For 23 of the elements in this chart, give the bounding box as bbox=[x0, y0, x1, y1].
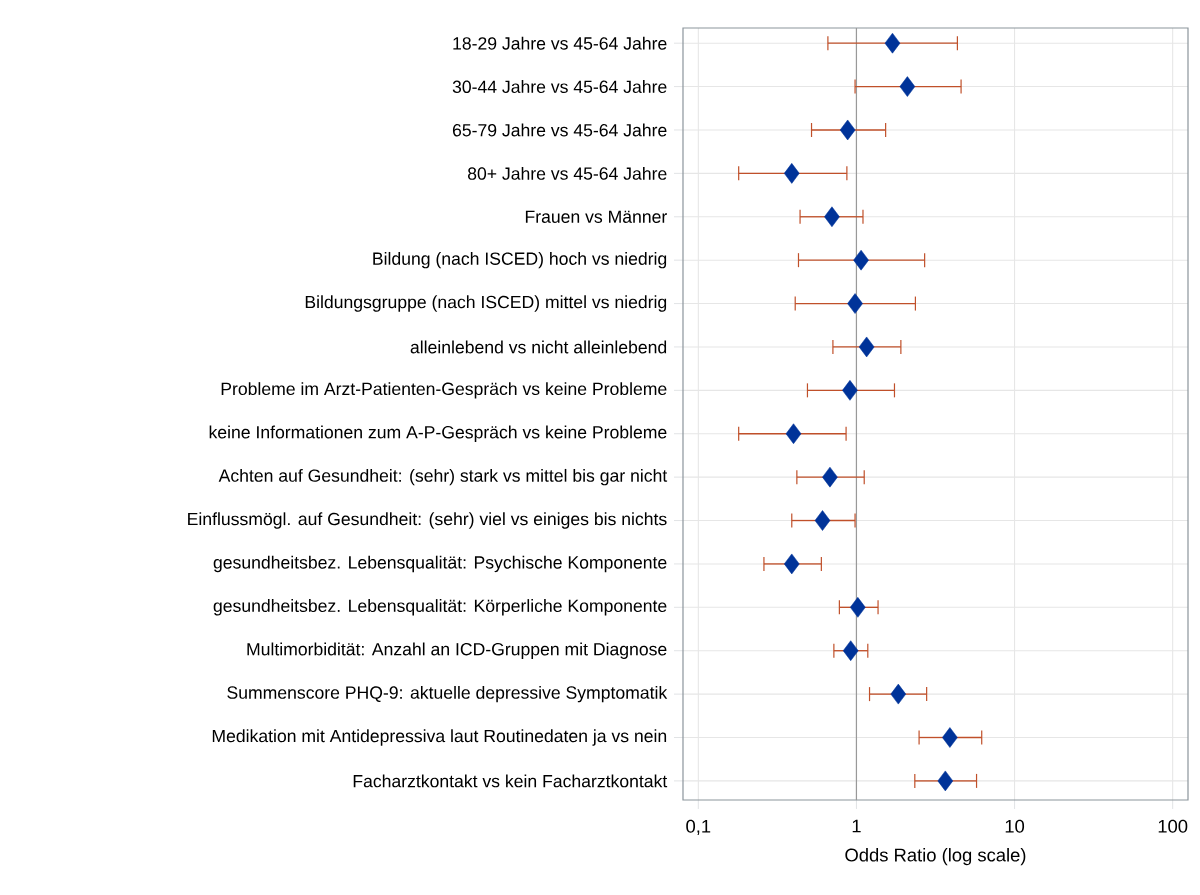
x-tick-label: 10 bbox=[1005, 819, 1025, 833]
y-tick-label: Probleme im Arzt-Patienten-Gespräch vs keine Probleme bbox=[221, 382, 667, 399]
x-tick-label: 1 bbox=[852, 819, 861, 833]
y-tick-label: Frauen vs Männer bbox=[525, 210, 667, 223]
y-tick-label: Bildungsgruppe (nach ISCED) mittel vs niedrig bbox=[305, 295, 667, 312]
y-tick-label: 65-79 Jahre vs 45-64 Jahre bbox=[452, 123, 667, 137]
y-tick-label: 18-29 Jahre vs 45-64 Jahre bbox=[453, 36, 667, 50]
y-tick-label: Multimorbidität: Anzahl an ICD-Gruppen mit Diagnose bbox=[247, 642, 667, 659]
x-tick-label: 100 bbox=[1158, 819, 1188, 833]
x-axis-title: Odds Ratio (log scale) bbox=[845, 848, 1026, 866]
y-tick-label: Medikation mit Antidepressiva laut Routinedaten ja vs nein bbox=[212, 729, 667, 746]
y-tick-label: keine Informationen zum A-P-Gespräch vs keine Probleme bbox=[209, 425, 667, 442]
y-tick-label: Facharztkontakt vs kein Facharztkontakt bbox=[353, 774, 668, 788]
y-tick-label: 30-44 Jahre vs 45-64 Jahre bbox=[452, 80, 667, 94]
y-tick-label: Bildung (nach ISCED) hoch vs niedrig bbox=[373, 251, 667, 269]
y-tick-label: 80+ Jahre vs 45-64 Jahre bbox=[467, 166, 667, 180]
y-tick-label: Einflussmögl. auf Gesundheit: (sehr) viel vs einiges bis nichts bbox=[188, 512, 667, 529]
y-tick-label: gesundheitsbez. Lebensqualität: Psychische Komponente bbox=[213, 555, 667, 573]
x-tick-label: 0,1 bbox=[686, 819, 711, 835]
y-tick-label: Summenscore PHQ-9: aktuelle depressive Symptomatik bbox=[227, 685, 668, 703]
y-tick-label: alleinlebend vs nicht alleinlebend bbox=[410, 340, 667, 354]
y-tick-label: gesundheitsbez. Lebensqualität: Körperliche Komponente bbox=[213, 599, 667, 616]
y-tick-label: Achten auf Gesundheit: (sehr) stark vs mittel bis gar nicht bbox=[218, 468, 668, 486]
